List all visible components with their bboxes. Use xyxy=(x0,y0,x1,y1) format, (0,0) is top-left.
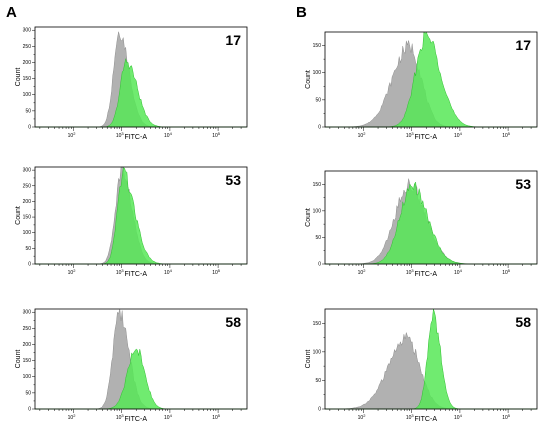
sample-histogram xyxy=(325,308,537,410)
sample-label: 53 xyxy=(515,176,531,192)
x-tick-label: 104 xyxy=(164,268,173,276)
x-axis-label: FITC-A xyxy=(124,134,147,141)
y-axis-label: Count xyxy=(15,68,22,87)
sample-histogram xyxy=(325,31,537,128)
y-axis-label: Count xyxy=(305,208,312,227)
y-tick-label: 200 xyxy=(23,199,32,205)
y-tick-label: 0 xyxy=(28,407,31,413)
histogram-grid: 102 103 104 105 0 50 100 150 200 250 300 FITC-A Coun… xyxy=(15,26,538,423)
x-tick-label: 102 xyxy=(358,131,367,139)
y-tick-label: 300 xyxy=(23,28,32,34)
y-axis-label: Count xyxy=(305,350,312,369)
histogram-b-17: 102 103 104 105 0 50 100 150 FITC-A Count 17 xyxy=(305,31,538,141)
plot-frame xyxy=(324,170,538,265)
y-tick-label: 150 xyxy=(23,358,32,364)
x-tick-label: 103 xyxy=(116,268,125,276)
y-tick-label: 50 xyxy=(315,235,321,241)
x-axis-label: FITC-A xyxy=(414,134,437,141)
histogram-b-58: 102 103 104 105 0 50 100 150 FITC-A Count 58 xyxy=(305,308,538,423)
panel-letter-b: B xyxy=(296,4,307,21)
y-tick-label: 100 xyxy=(23,92,32,98)
x-tick-label: 105 xyxy=(502,268,511,276)
x-tick-label: 104 xyxy=(454,268,463,276)
x-tick-label: 105 xyxy=(502,413,511,421)
histogram-a-53: 102 103 104 105 0 50 100 150 200 250 300 FITC-A Coun… xyxy=(15,166,248,278)
x-tick-label: 105 xyxy=(212,268,221,276)
x-tick-label: 102 xyxy=(68,413,77,421)
x-tick-label: 102 xyxy=(68,268,77,276)
y-tick-label: 0 xyxy=(28,262,31,268)
sample-label: 53 xyxy=(225,172,241,188)
y-axis-label: Count xyxy=(15,350,22,369)
y-tick-label: 100 xyxy=(313,208,322,214)
y-tick-label: 250 xyxy=(23,183,32,189)
plot-frame xyxy=(34,308,248,410)
x-tick-label: 104 xyxy=(454,413,463,421)
y-tick-label: 150 xyxy=(313,182,322,188)
y-tick-label: 250 xyxy=(23,326,32,332)
plot-frame xyxy=(324,31,538,128)
plot-frame xyxy=(34,26,248,128)
x-tick-label: 103 xyxy=(406,413,415,421)
histogram-a-58: 102 103 104 105 0 50 100 150 200 250 300 FITC-A Coun… xyxy=(15,308,248,423)
y-tick-label: 100 xyxy=(313,70,322,76)
x-tick-label: 105 xyxy=(212,413,221,421)
sample-label: 58 xyxy=(225,314,241,330)
x-tick-label: 102 xyxy=(68,131,77,139)
y-tick-label: 300 xyxy=(23,168,32,174)
y-tick-label: 200 xyxy=(23,60,32,66)
y-tick-label: 300 xyxy=(23,310,32,316)
y-tick-label: 150 xyxy=(313,43,322,49)
sample-histogram xyxy=(35,58,247,128)
y-tick-label: 50 xyxy=(25,246,31,252)
y-tick-label: 100 xyxy=(23,374,32,380)
y-tick-label: 50 xyxy=(315,378,321,384)
y-axis-label: Count xyxy=(305,70,312,89)
x-tick-label: 104 xyxy=(164,413,173,421)
y-tick-label: 150 xyxy=(23,215,32,221)
x-tick-label: 102 xyxy=(358,413,367,421)
panel-letter-a: A xyxy=(6,4,17,21)
x-axis-label: FITC-A xyxy=(124,271,147,278)
x-tick-label: 102 xyxy=(358,268,367,276)
sample-label: 58 xyxy=(515,314,531,330)
y-tick-label: 0 xyxy=(318,407,321,413)
sample-histogram xyxy=(35,167,247,265)
y-tick-label: 0 xyxy=(318,262,321,268)
x-axis-label: FITC-A xyxy=(124,416,147,423)
y-tick-label: 150 xyxy=(313,321,322,327)
histogram-b-53: 102 103 104 105 0 50 100 150 FITC-A Count 53 xyxy=(305,170,538,278)
sample-histogram xyxy=(325,181,537,265)
x-tick-label: 103 xyxy=(116,413,125,421)
sample-histogram xyxy=(35,348,247,410)
x-tick-label: 103 xyxy=(406,131,415,139)
x-tick-label: 105 xyxy=(212,131,221,139)
x-tick-label: 104 xyxy=(454,131,463,139)
y-axis-label: Count xyxy=(15,206,22,225)
y-tick-label: 200 xyxy=(23,342,32,348)
y-tick-label: 250 xyxy=(23,44,32,50)
y-tick-label: 50 xyxy=(315,97,321,103)
y-tick-label: 150 xyxy=(23,76,32,82)
x-tick-label: 104 xyxy=(164,131,173,139)
x-tick-label: 103 xyxy=(116,131,125,139)
y-tick-label: 100 xyxy=(313,349,322,355)
y-tick-label: 50 xyxy=(25,390,31,396)
plot-frame xyxy=(324,308,538,410)
y-tick-label: 0 xyxy=(28,125,31,131)
x-tick-label: 105 xyxy=(502,131,511,139)
y-tick-label: 50 xyxy=(25,108,31,114)
histogram-a-17: 102 103 104 105 0 50 100 150 200 250 300 FITC-A Coun… xyxy=(15,26,248,141)
x-axis-label: FITC-A xyxy=(414,271,437,278)
x-tick-label: 103 xyxy=(406,268,415,276)
y-tick-label: 100 xyxy=(23,230,32,236)
x-axis-label: FITC-A xyxy=(414,416,437,423)
sample-label: 17 xyxy=(225,32,241,48)
y-tick-label: 0 xyxy=(318,125,321,131)
plot-frame xyxy=(34,166,248,265)
sample-label: 17 xyxy=(515,37,531,53)
